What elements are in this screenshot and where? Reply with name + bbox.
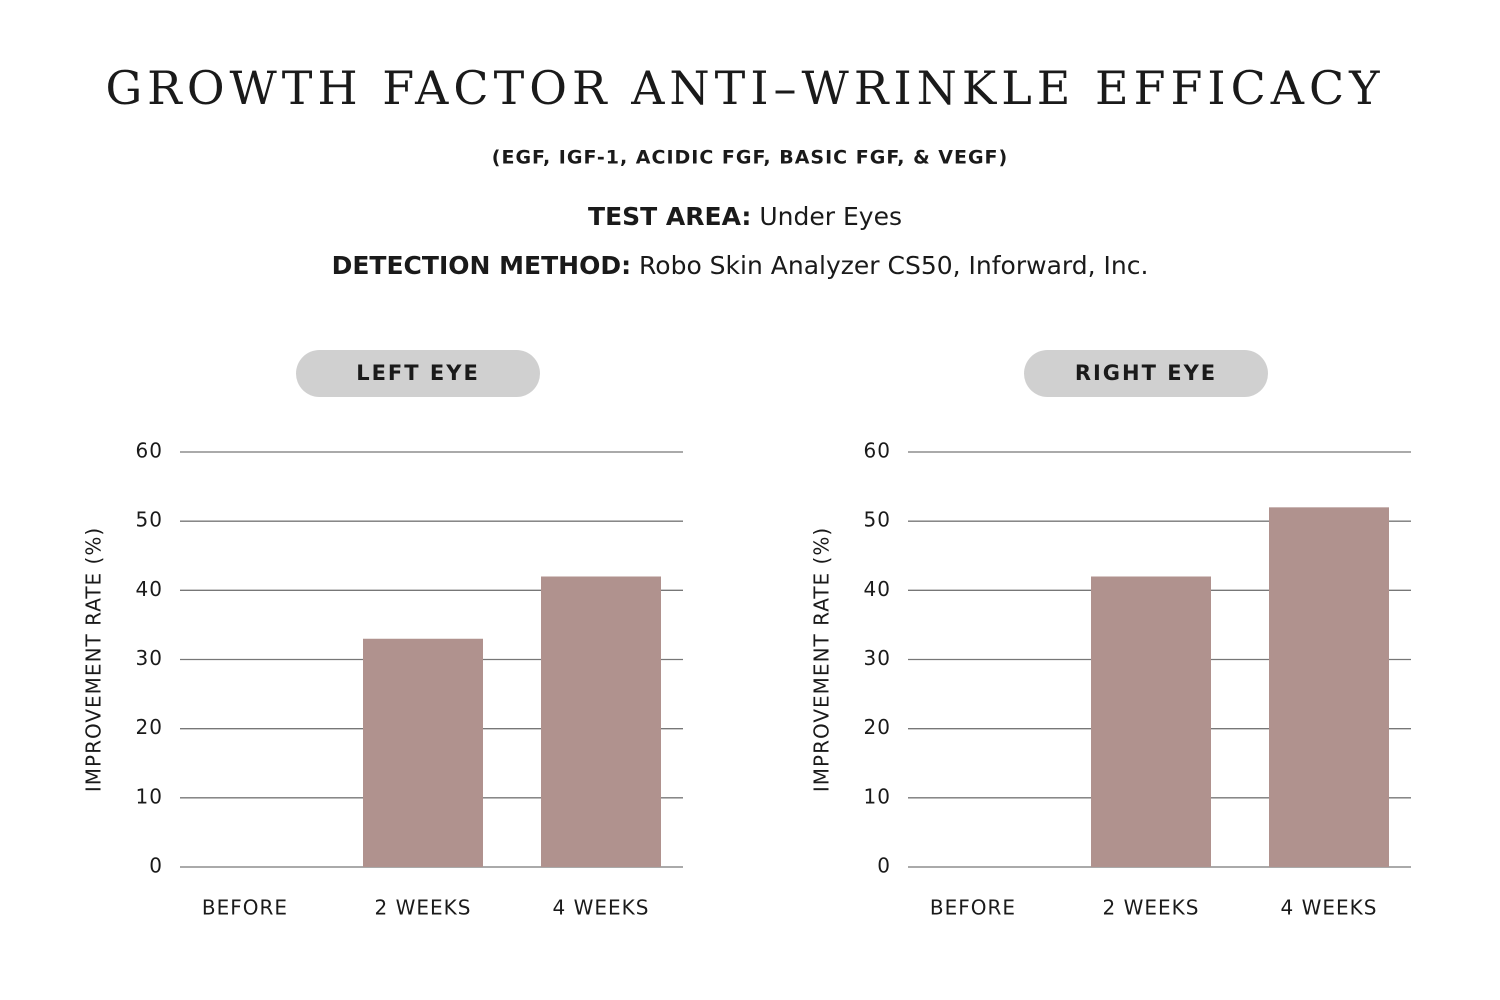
y-tick-label: 40 [864, 577, 891, 601]
y-tick-label: 0 [877, 854, 891, 878]
y-axis-label: IMPROVEMENT RATE (%) [810, 527, 834, 792]
detection-method-value: Robo Skin Analyzer CS50, Inforward, Inc. [639, 251, 1148, 280]
y-tick-label: 10 [136, 784, 163, 808]
y-axis-label: IMPROVEMENT RATE (%) [82, 527, 106, 792]
x-tick-label: 4 WEEKS [1281, 896, 1378, 920]
y-tick-label: 0 [149, 854, 163, 878]
x-tick-label: BEFORE [930, 896, 1016, 920]
y-tick-label: 50 [136, 508, 163, 532]
y-tick-label: 20 [136, 715, 163, 739]
y-tick-label: 50 [864, 508, 891, 532]
y-tick-label: 60 [864, 439, 891, 463]
y-tick-label: 10 [864, 784, 891, 808]
x-tick-label: 4 WEEKS [553, 896, 650, 920]
subtitle: (EGF, IGF-1, ACIDIC FGF, BASIC FGF, & VE… [492, 147, 1008, 169]
y-tick-label: 30 [136, 646, 163, 670]
detection-method: DETECTION METHOD: Robo Skin Analyzer CS5… [332, 251, 1149, 280]
y-tick-label: 60 [136, 439, 163, 463]
bar [541, 576, 661, 867]
chart-title: LEFT EYE [356, 361, 480, 385]
bar [1091, 576, 1211, 867]
test-area: TEST AREA: Under Eyes [588, 202, 902, 231]
detection-method-label: DETECTION METHOD: [332, 251, 631, 280]
bar [1269, 507, 1389, 867]
chart-title: RIGHT EYE [1075, 361, 1217, 385]
test-area-label: TEST AREA: [588, 202, 751, 231]
title-pill [296, 350, 540, 397]
page-title: GROWTH FACTOR ANTI–WRINKLE EFFICACY [105, 61, 1384, 115]
y-tick-label: 20 [864, 715, 891, 739]
x-tick-label: 2 WEEKS [1103, 896, 1200, 920]
test-area-value: Under Eyes [759, 202, 902, 231]
y-tick-label: 40 [136, 577, 163, 601]
x-tick-label: BEFORE [202, 896, 288, 920]
x-tick-label: 2 WEEKS [375, 896, 472, 920]
title-pill [1024, 350, 1268, 397]
y-tick-label: 30 [864, 646, 891, 670]
bar [363, 638, 483, 867]
